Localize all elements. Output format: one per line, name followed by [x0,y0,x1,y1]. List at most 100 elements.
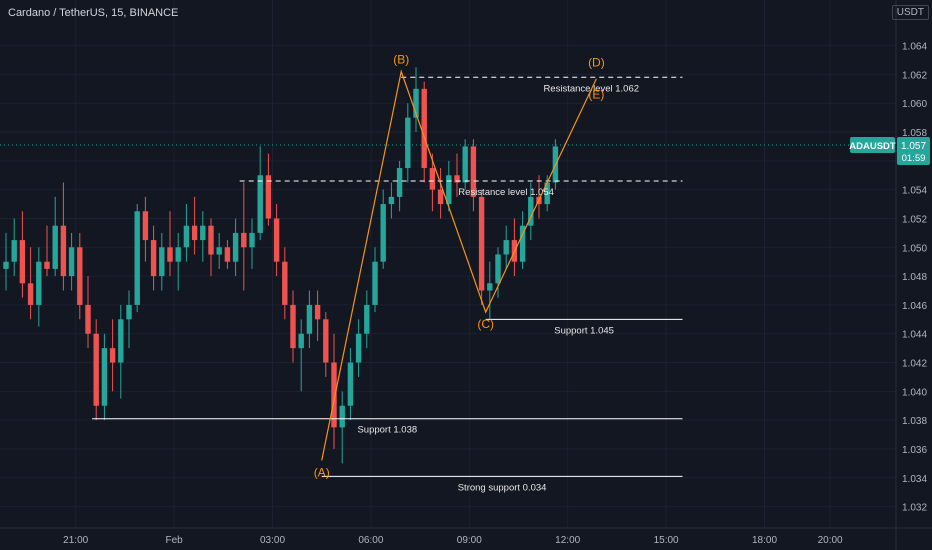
price-tick-label: 1.052 [902,214,927,225]
candle [364,290,370,349]
candle-body [470,146,477,197]
last-price-badge [897,137,930,166]
candle-body [273,218,280,262]
candle [314,290,321,341]
candle-body [446,175,452,205]
candle [52,196,58,277]
candle [405,103,411,183]
candle [118,304,124,399]
price-tick-label: 1.032 [902,503,927,514]
candle-body [175,247,181,262]
candle-body [462,146,468,183]
candle-body [282,261,288,305]
candle [216,232,222,269]
candle-body [503,240,509,255]
candle-body [339,405,345,428]
last-price-value: 1.057 [901,141,926,152]
candle [183,204,190,262]
price-tick-label: 1.038 [902,416,927,427]
candle [331,333,337,449]
candle-body [347,362,354,406]
candle [478,189,485,305]
candle [257,146,263,241]
candle-body [27,283,34,305]
candle-body [528,196,534,226]
candle [68,232,75,291]
candle [19,211,26,298]
candle-body [290,304,296,349]
candle-body [150,240,157,277]
candle [85,276,91,349]
level-label: Support 1.038 [357,425,417,436]
candle [134,204,140,313]
candle-body [372,261,378,305]
candle-body [396,168,403,197]
wave-label: (A) [314,465,330,479]
candle-body [314,304,321,320]
level-label: Support 1.045 [554,325,614,336]
time-tick-label: 15:00 [654,535,679,546]
candle [503,225,509,269]
candle-body [323,319,329,363]
candle-body [142,211,149,241]
candle-body [265,175,272,219]
candle [355,319,362,377]
bar-countdown: 01:59 [902,153,926,164]
candle-body [306,304,313,334]
candle-body [191,225,198,241]
candle-body [224,247,231,262]
candle [470,139,477,212]
candle [372,247,378,313]
candle-body [429,168,436,190]
ticker-badge-label: ADAUSDT [849,141,896,152]
price-tick-label: 1.060 [902,99,927,110]
price-tick-label: 1.036 [902,445,927,456]
candle [77,232,83,320]
price-tick-label: 1.064 [902,42,927,53]
candle [232,218,239,277]
candle [175,232,181,291]
candle-body [19,240,26,284]
candle [27,247,34,320]
time-tick-label: 18:00 [752,535,777,546]
candle [159,232,165,291]
candle-body [487,283,493,291]
candle [487,261,493,320]
price-axis: 1.0641.0621.0601.0581.0561.0541.0521.050… [902,42,927,514]
candle [347,348,354,421]
candle [413,67,419,133]
candle [429,153,436,212]
candle-body [109,348,116,363]
candle [93,319,99,421]
candle-body [183,225,190,248]
candle [249,218,255,269]
candle-body [126,304,132,320]
candle [282,247,288,320]
time-axis: 18:0021:00Feb03:0006:0009:0012:0015:0018… [63,535,843,546]
candle-body [159,247,165,277]
time-tick-label: 03:00 [260,535,285,546]
currency-button[interactable]: USDT [891,5,929,20]
price-tick-label: 1.054 [902,186,927,197]
candle [421,81,427,183]
candle-body [437,189,444,205]
candle-body [478,196,485,291]
wave-path [321,69,597,461]
candle [388,182,395,219]
candle [150,225,157,291]
candle [437,168,444,219]
price-tick-label: 1.044 [902,330,927,341]
wave-label: (D) [588,56,605,70]
candle-body [388,196,395,205]
candle-body [60,225,67,277]
time-tick-label: 20:00 [818,535,843,546]
candle [454,153,460,197]
candle [36,247,42,327]
wave-group: (A) (B) (C) (D) (E) [314,53,605,480]
candle [339,391,345,464]
candle [495,247,501,298]
candle-body [68,247,75,277]
